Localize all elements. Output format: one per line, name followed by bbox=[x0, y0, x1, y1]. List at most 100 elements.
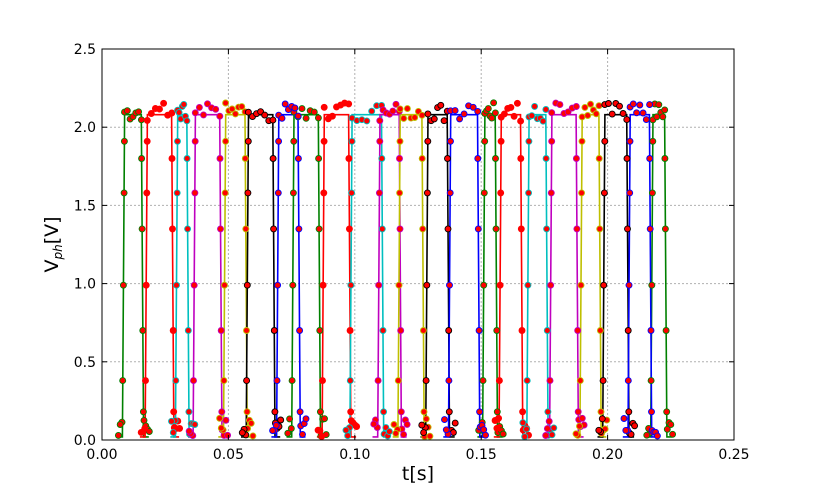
data-point bbox=[474, 225, 482, 233]
data-point bbox=[139, 408, 147, 416]
data-point bbox=[320, 189, 328, 197]
data-point bbox=[598, 415, 606, 423]
data-point bbox=[474, 107, 482, 115]
data-point bbox=[397, 408, 405, 416]
data-point bbox=[646, 225, 654, 233]
data-point bbox=[424, 110, 432, 118]
data-point bbox=[510, 112, 518, 120]
data-point bbox=[578, 414, 586, 422]
data-point bbox=[545, 417, 553, 425]
data-point bbox=[289, 189, 297, 197]
data-point bbox=[176, 424, 184, 432]
data-point bbox=[625, 281, 633, 289]
data-point bbox=[523, 425, 530, 433]
series-line bbox=[493, 113, 528, 438]
data-point bbox=[599, 377, 607, 385]
data-point bbox=[190, 281, 198, 289]
data-point bbox=[661, 155, 669, 162]
data-point bbox=[426, 432, 434, 440]
data-point bbox=[626, 189, 634, 197]
data-point bbox=[281, 100, 289, 108]
data-point bbox=[547, 281, 555, 289]
data-point bbox=[139, 327, 147, 334]
data-point bbox=[550, 424, 558, 432]
x-tick-label: 0.00 bbox=[86, 447, 117, 463]
data-point bbox=[378, 225, 386, 233]
data-point bbox=[287, 425, 295, 432]
data-point bbox=[626, 137, 634, 145]
data-point bbox=[269, 155, 277, 162]
data-point bbox=[217, 327, 225, 334]
data-point bbox=[310, 108, 318, 116]
data-point bbox=[444, 155, 451, 162]
data-point bbox=[375, 189, 383, 197]
y-tick-label: 1.0 bbox=[74, 277, 96, 293]
data-point bbox=[243, 281, 251, 289]
data-point bbox=[244, 137, 252, 145]
data-point bbox=[639, 109, 647, 117]
data-point bbox=[175, 109, 183, 116]
data-point bbox=[137, 428, 145, 436]
data-point bbox=[663, 408, 671, 416]
series-line bbox=[188, 113, 228, 438]
data-point bbox=[663, 425, 671, 433]
data-point bbox=[517, 117, 525, 125]
data-point bbox=[578, 113, 586, 121]
data-point bbox=[441, 416, 448, 424]
y-tick-label: 2.0 bbox=[74, 120, 96, 136]
data-point bbox=[488, 114, 496, 122]
data-point bbox=[528, 112, 536, 120]
data-point bbox=[114, 431, 122, 439]
data-point bbox=[138, 225, 146, 233]
series-line bbox=[286, 113, 326, 438]
y-tick-label: 0.0 bbox=[74, 433, 96, 449]
data-point bbox=[302, 415, 310, 423]
data-point bbox=[342, 426, 350, 434]
data-point bbox=[595, 426, 603, 434]
data-point bbox=[396, 225, 404, 233]
data-point bbox=[597, 408, 605, 416]
data-point bbox=[577, 281, 585, 289]
data-point bbox=[243, 377, 251, 385]
y-axis-label-unit: [V] bbox=[41, 216, 63, 244]
data-point bbox=[655, 101, 663, 109]
data-point bbox=[643, 431, 651, 439]
data-point bbox=[418, 155, 426, 162]
data-point bbox=[547, 189, 555, 197]
data-point bbox=[137, 116, 145, 124]
data-point bbox=[247, 419, 255, 427]
data-point bbox=[543, 225, 551, 233]
data-point bbox=[321, 415, 328, 423]
data-point bbox=[135, 108, 143, 116]
data-point bbox=[216, 155, 224, 162]
data-point bbox=[661, 225, 669, 233]
series-line bbox=[241, 113, 281, 438]
data-point bbox=[633, 109, 641, 117]
data-point bbox=[497, 137, 505, 145]
data-point bbox=[168, 109, 176, 117]
data-point bbox=[222, 137, 230, 145]
data-point bbox=[497, 189, 505, 197]
axis-ticks: 0.00 0.05 0.10 0.15 0.20 0.25 0.0 0.5 1.0 1.5 2.0 2… bbox=[74, 42, 750, 463]
data-point bbox=[269, 427, 277, 435]
data-point bbox=[519, 408, 527, 416]
data-point bbox=[542, 155, 550, 162]
data-point bbox=[217, 225, 224, 233]
series-line bbox=[271, 113, 306, 438]
data-point bbox=[525, 137, 533, 145]
data-point bbox=[480, 189, 488, 197]
data-point bbox=[480, 281, 488, 289]
data-point bbox=[584, 112, 592, 119]
data-point bbox=[183, 155, 191, 162]
data-point bbox=[120, 189, 128, 197]
data-point bbox=[556, 101, 564, 109]
data-point bbox=[446, 189, 454, 197]
data-point bbox=[424, 137, 432, 145]
data-point bbox=[345, 100, 353, 108]
data-point bbox=[600, 189, 608, 197]
y-axis-label-main: V bbox=[41, 260, 63, 273]
data-point bbox=[667, 421, 675, 429]
data-point bbox=[543, 425, 551, 433]
data-point bbox=[271, 408, 279, 416]
data-point bbox=[288, 377, 296, 385]
